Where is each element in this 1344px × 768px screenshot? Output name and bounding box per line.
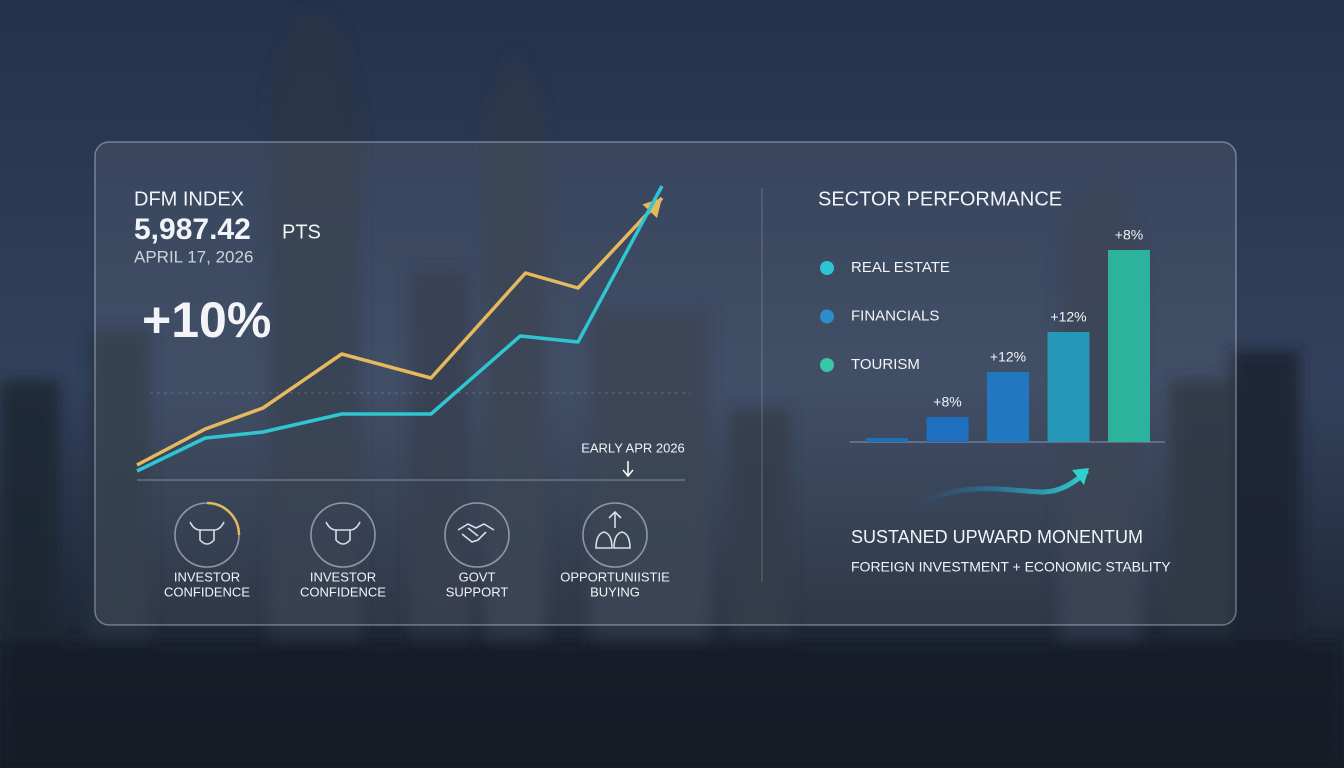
bar xyxy=(1047,332,1090,442)
footer-title: SUSTANED UPWARD MONENTUM xyxy=(851,527,1143,547)
icon-ring xyxy=(582,502,648,568)
money-icon xyxy=(595,510,631,549)
handshake-icon xyxy=(457,523,495,543)
driver-label: BUYING xyxy=(590,584,640,599)
index-change: +10% xyxy=(142,292,271,348)
legend-label: TOURISM xyxy=(851,356,920,373)
legend-label: FINANCIALS xyxy=(851,307,939,324)
legend-dot xyxy=(820,358,834,372)
bar-label: +8% xyxy=(933,394,961,410)
index-date: APRIL 17, 2026 xyxy=(134,247,253,266)
driver-label: INVESTOR xyxy=(174,569,240,584)
city-silhouette xyxy=(0,10,1344,768)
bar-label: +8% xyxy=(1115,227,1143,243)
driver-label: CONFIDENCE xyxy=(164,584,250,599)
index-value: 5,987.42 xyxy=(134,213,251,246)
bar-label: +12% xyxy=(990,349,1026,365)
index-unit: PTS xyxy=(282,221,321,243)
sector-title: SECTOR PERFORMANCE xyxy=(818,188,1062,210)
bar-label: +12% xyxy=(1050,309,1086,325)
footer-subtitle: FOREIGN INVESTMENT + ECONOMIC STABLITY xyxy=(851,559,1171,575)
driver-label: GOVT xyxy=(459,569,496,584)
momentum-swoosh xyxy=(909,469,1089,511)
index-line xyxy=(136,196,664,467)
bar xyxy=(926,417,969,442)
index-title: DFM INDEX xyxy=(134,188,244,210)
bull-icon xyxy=(325,521,361,545)
driver-icons xyxy=(174,501,648,568)
glass-panel xyxy=(94,141,1237,626)
driver-label: CONFIDENCE xyxy=(300,584,386,599)
momentum-arrowhead xyxy=(1072,468,1089,485)
legend-label: REAL ESTATE xyxy=(851,259,950,276)
index-line xyxy=(136,185,664,473)
icon-accent xyxy=(206,501,241,536)
driver-label: SUPPORT xyxy=(446,584,509,599)
driver-label: INVESTOR xyxy=(310,569,376,584)
legend-dot xyxy=(820,309,834,324)
annotation-arrow xyxy=(622,461,634,478)
legend-dot xyxy=(820,261,834,275)
bar xyxy=(1108,250,1150,442)
icon-ring xyxy=(444,502,510,568)
driver-label: OPPORTUNIISTIE xyxy=(560,569,670,584)
annotation: EARLY APR 2026 xyxy=(581,440,685,455)
bull-icon xyxy=(189,521,225,545)
line-arrowhead xyxy=(642,198,662,218)
bar xyxy=(866,438,908,442)
bar xyxy=(987,372,1029,442)
icon-ring xyxy=(310,502,376,568)
